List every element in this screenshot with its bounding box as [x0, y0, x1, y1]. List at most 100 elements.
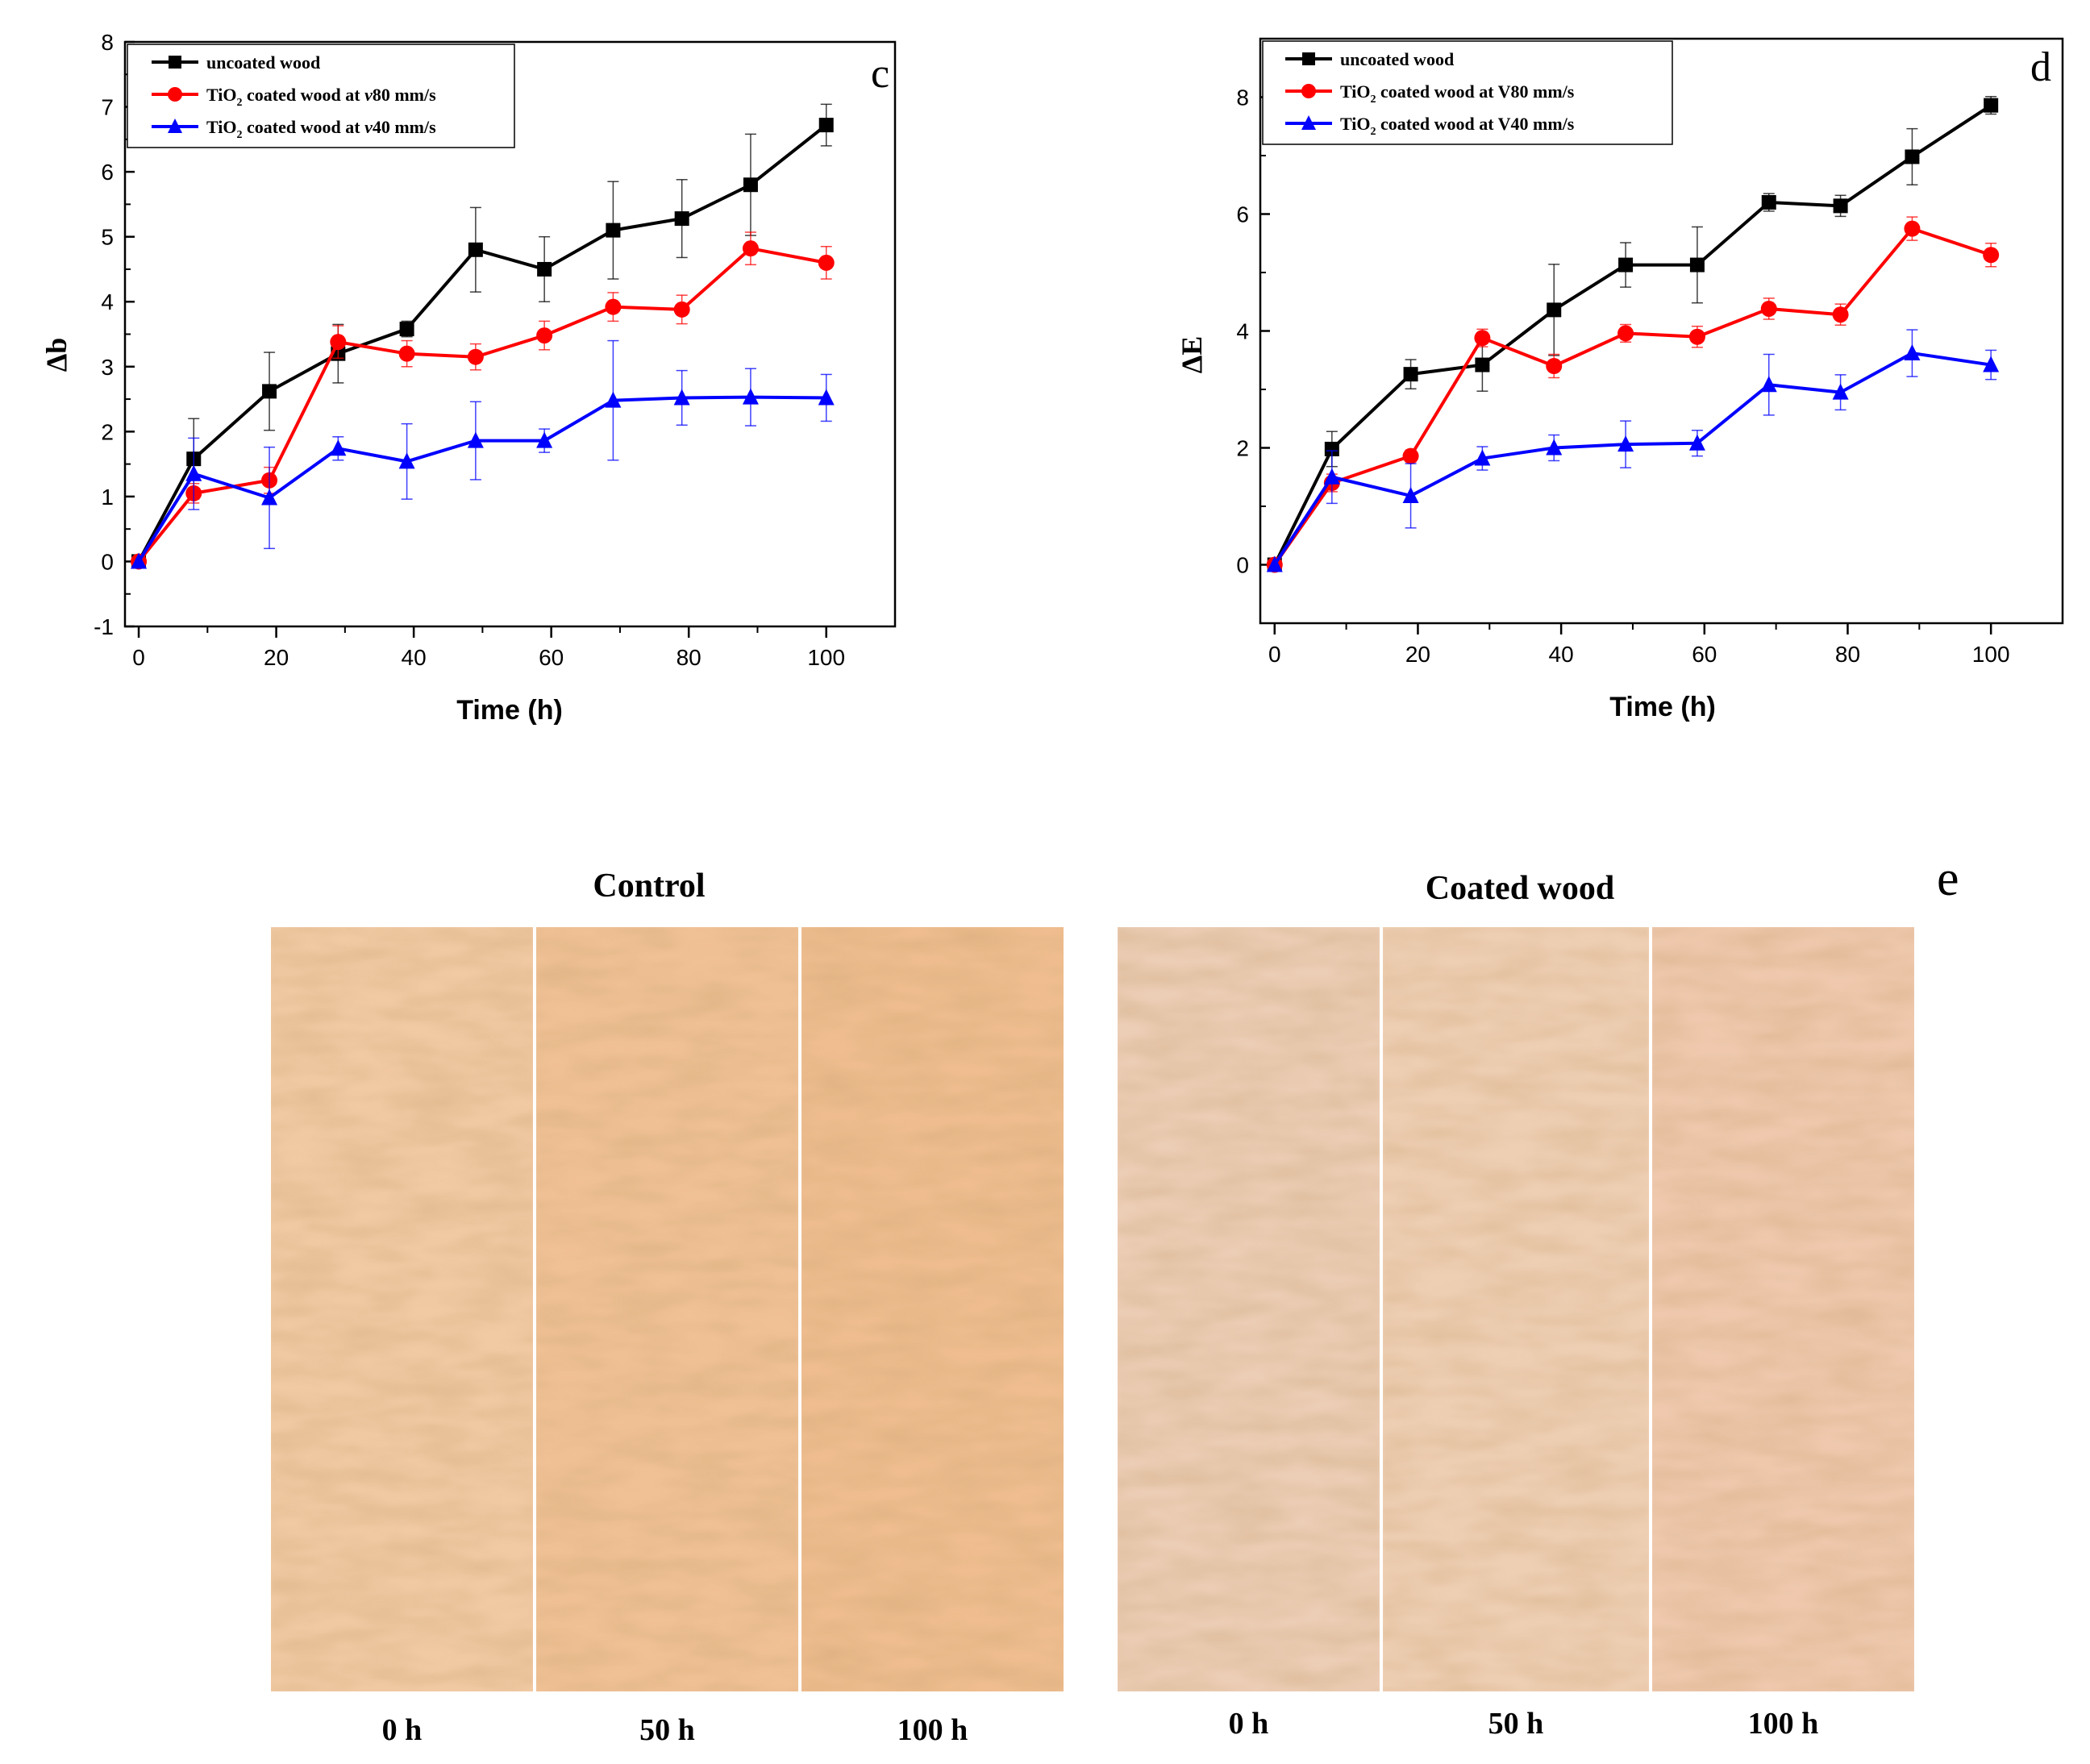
data-point-square — [1905, 149, 1920, 164]
data-point-circle — [1546, 358, 1563, 374]
photo-time-label: 50 h — [1488, 1707, 1544, 1741]
legend-label: uncoated wood — [1340, 49, 1454, 69]
wood-grain-texture — [271, 927, 533, 1691]
series-line — [1273, 227, 1992, 566]
data-point-triangle — [467, 431, 484, 448]
x-tick-label: 60 — [539, 645, 564, 670]
data-point-triangle — [742, 388, 759, 405]
y-tick-label: 7 — [101, 95, 114, 120]
data-point-triangle — [1323, 468, 1340, 485]
data-point-circle — [742, 240, 759, 257]
y-tick-label: -1 — [94, 614, 114, 639]
data-point-circle — [1617, 325, 1634, 342]
photo-time-label: 50 h — [639, 1713, 695, 1747]
x-tick-label: 20 — [264, 645, 289, 670]
data-point-circle — [1301, 84, 1316, 98]
data-point-square — [1618, 257, 1634, 273]
data-point-square — [1761, 195, 1776, 210]
series-square — [1267, 96, 1999, 572]
data-point-triangle — [1474, 449, 1491, 466]
data-point-square — [262, 384, 277, 399]
panel-d-y-axis-title: ΔE — [1176, 336, 1208, 374]
data-point-circle — [1760, 300, 1777, 317]
data-point-triangle — [536, 431, 553, 448]
data-point-triangle — [131, 552, 148, 569]
x-tick-label: 40 — [402, 645, 427, 670]
panel-d-y-ticks: 0 2 4 6 8 — [1236, 85, 1270, 578]
data-point-triangle — [185, 464, 202, 481]
data-point-circle — [536, 327, 553, 344]
data-point-triangle — [605, 391, 622, 408]
data-point-square — [1324, 441, 1339, 456]
y-tick-label: 0 — [1236, 553, 1249, 578]
data-point-circle — [1402, 447, 1419, 464]
wood-grain-texture — [1652, 927, 1914, 1691]
wood-sample-photo: 50 h — [536, 927, 798, 1747]
data-point-triangle — [1301, 115, 1316, 130]
data-point-triangle — [168, 119, 182, 133]
data-point-triangle — [1546, 439, 1563, 456]
wood-sample-photo: 100 h — [1652, 927, 1914, 1741]
y-tick-label: 6 — [101, 160, 114, 185]
panel-d-letter: d — [2030, 44, 2051, 90]
data-point-circle — [1474, 330, 1491, 347]
photo-time-label: 0 h — [382, 1713, 423, 1747]
y-tick-label: 2 — [101, 419, 114, 444]
photo-time-label: 100 h — [897, 1713, 968, 1747]
data-point-triangle — [1904, 344, 1921, 361]
y-tick-label: 8 — [1236, 85, 1249, 110]
panel-e-photos: Control Coated wood e 0 h 50 h 100 h 0 h 50 … — [271, 851, 1959, 1747]
panel-c-legend: uncoated wood TiO2 coated wood at v80 mm/… — [127, 44, 515, 148]
panel-d-chart: 0 2 4 6 8 0 20 40 60 80 100 uncoated wood TiO2 coa… — [1176, 37, 2064, 722]
data-point-square — [743, 177, 758, 193]
series-triangle — [1266, 329, 2000, 572]
data-point-square — [818, 118, 834, 133]
series-circle — [131, 231, 835, 570]
coated-title: Coated wood — [1426, 870, 1615, 907]
x-tick-label: 80 — [1835, 642, 1860, 667]
data-point-square — [1984, 98, 1999, 113]
y-tick-label: 1 — [101, 485, 114, 510]
y-tick-label: 3 — [101, 355, 114, 380]
y-tick-label: 4 — [101, 289, 114, 314]
wood-grain-texture — [1118, 927, 1380, 1691]
data-point-square — [606, 223, 621, 238]
data-point-square — [1302, 52, 1315, 65]
data-point-triangle — [673, 389, 690, 406]
x-tick-label: 100 — [1972, 642, 2010, 667]
x-tick-label: 60 — [1692, 642, 1717, 667]
legend-label: TiO2 coated wood at V80 mm/s — [1340, 81, 1575, 106]
y-tick-label: 8 — [101, 30, 114, 55]
data-point-circle — [1904, 220, 1921, 237]
data-point-circle — [1832, 306, 1849, 323]
data-point-triangle — [1688, 434, 1705, 451]
data-point-square — [1403, 367, 1418, 382]
y-tick-label: 5 — [101, 225, 114, 250]
panel-c-y-axis-title: Δb — [40, 338, 73, 372]
series-square — [131, 103, 834, 569]
x-tick-label: 100 — [807, 645, 845, 670]
series-line — [137, 247, 827, 563]
photo-time-label: 100 h — [1748, 1707, 1819, 1741]
data-point-triangle — [1402, 486, 1419, 503]
data-point-circle — [1983, 247, 2000, 264]
data-point-triangle — [330, 439, 347, 456]
wood-sample-photo: 100 h — [801, 927, 1064, 1747]
wood-sample-photo: 0 h — [271, 927, 533, 1747]
data-point-triangle — [1266, 555, 1283, 572]
control-title: Control — [593, 867, 705, 905]
panel-d-series — [1266, 96, 2000, 573]
legend-label: TiO2 coated wood at v80 mm/s — [206, 85, 436, 109]
data-point-square — [1475, 357, 1490, 372]
panel-c-y-ticks: -1 0 1 2 3 4 5 6 7 8 — [94, 30, 135, 639]
wood-grain-texture — [801, 927, 1064, 1691]
data-point-square — [399, 322, 414, 337]
data-point-triangle — [1983, 356, 2000, 372]
x-tick-label: 40 — [1549, 642, 1574, 667]
x-tick-label: 20 — [1405, 642, 1430, 667]
panel-d-legend: uncoated wood TiO2 coated wood at V80 mm/… — [1262, 40, 1673, 145]
data-point-circle — [330, 334, 347, 351]
data-point-triangle — [818, 389, 835, 406]
data-point-square — [468, 242, 483, 257]
